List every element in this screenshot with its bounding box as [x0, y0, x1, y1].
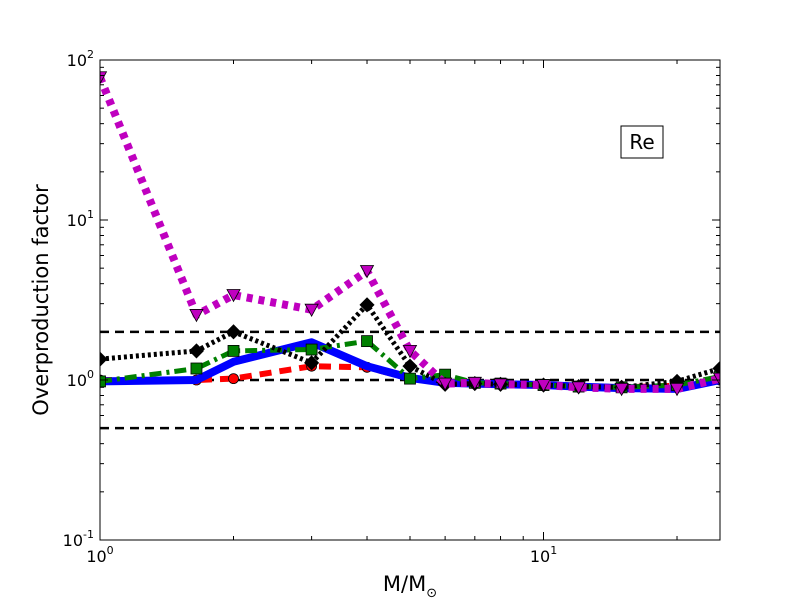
data-point-4-3 — [304, 303, 319, 318]
x-axis-label: M/M⊙ — [383, 572, 437, 600]
data-point-4-10 — [571, 381, 586, 395]
y-axis-label: Overproduction factor — [29, 184, 53, 416]
data-point-4-0 — [100, 71, 108, 85]
data-point-2-0 — [100, 375, 106, 388]
data-point-4-4 — [359, 265, 375, 279]
series-line-4 — [100, 75, 720, 393]
data-point-3-13 — [712, 360, 720, 377]
data-point-2-5 — [404, 372, 416, 385]
annotation-box: Re — [620, 125, 664, 159]
y-tick-label-3: 102 — [67, 48, 94, 70]
data-point-4-9 — [536, 379, 551, 393]
data-point-3-4 — [359, 297, 375, 313]
data-point-3-1 — [188, 343, 205, 359]
data-point-3-5 — [402, 358, 418, 374]
x-tick-label-0: 100 — [86, 544, 113, 566]
data-point-4-5 — [402, 345, 418, 359]
series-layer — [100, 71, 720, 430]
data-point-3-0 — [100, 351, 108, 367]
data-point-2-1 — [190, 362, 203, 375]
y-tick-label-1: 100 — [67, 368, 94, 390]
data-point-4-7 — [467, 376, 482, 391]
data-point-3-2 — [225, 324, 242, 340]
data-point-4-12 — [669, 382, 685, 397]
data-point-4-8 — [493, 378, 508, 392]
data-point-0-2 — [228, 373, 239, 385]
data-point-2-3 — [305, 343, 318, 356]
data-point-4-11 — [614, 382, 629, 397]
annotation-label: Re — [629, 130, 654, 154]
y-tick-label-2: 101 — [67, 208, 94, 230]
data-point-2-2 — [227, 345, 240, 357]
data-point-4-2 — [226, 289, 241, 303]
x-tick-label-1: 101 — [530, 544, 557, 566]
data-point-3-3 — [304, 355, 320, 371]
series-line-3 — [100, 302, 720, 390]
data-point-2-4 — [361, 335, 373, 348]
y-tick-label-0: 10-1 — [63, 528, 94, 550]
data-point-4-1 — [189, 309, 204, 323]
data-point-4-6 — [437, 377, 453, 391]
data-point-4-13 — [712, 372, 720, 386]
